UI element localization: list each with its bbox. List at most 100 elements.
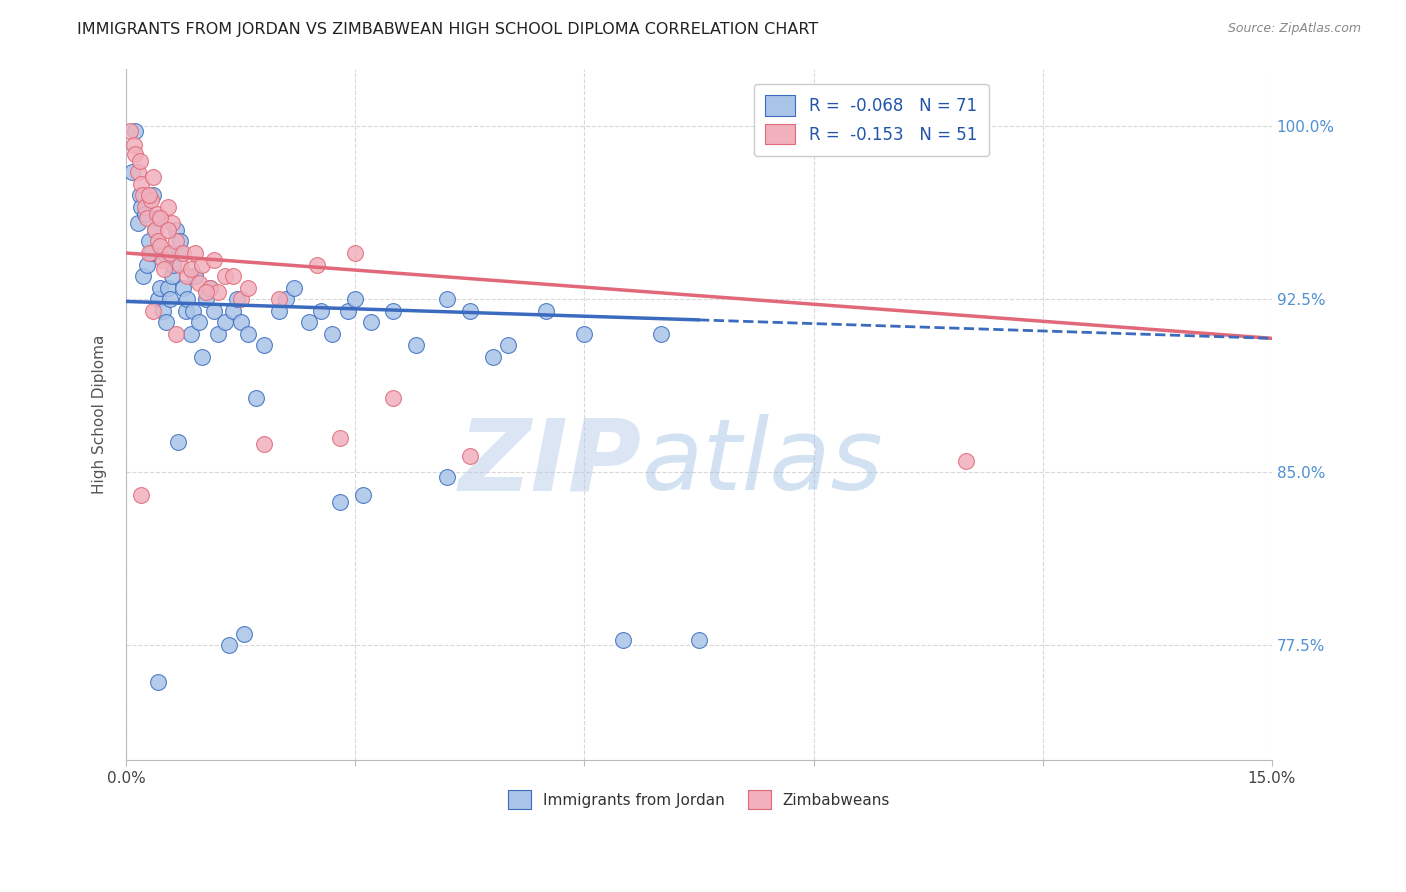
Point [222,269,245,284]
Point [118,124,141,138]
Point [145,207,167,221]
Point [229,315,252,329]
Point [174,303,197,318]
Point [139,246,162,260]
Point [382,303,405,318]
Point [142,169,165,184]
Point [152,252,174,267]
Y-axis label: High School Diploma: High School Diploma [93,334,107,494]
Point [172,246,194,260]
Point [214,269,236,284]
Text: Source: ZipAtlas.com: Source: ZipAtlas.com [1227,22,1361,36]
Point [131,200,153,214]
Point [138,235,160,249]
Text: ZIP: ZIP [458,415,641,511]
Point [157,200,180,214]
Point [321,326,343,341]
Point [121,165,143,179]
Point [329,495,352,509]
Point [360,315,382,329]
Point [136,258,159,272]
Point [132,269,155,284]
Point [138,246,160,260]
Point [222,303,245,318]
Point [612,633,634,648]
Point [134,207,156,221]
Point [187,315,209,329]
Point [298,315,321,329]
Point [159,246,181,260]
Point [165,223,187,237]
Point [336,303,359,318]
Point [138,188,160,202]
Point [481,350,503,364]
Point [170,246,193,260]
Point [458,303,481,318]
Point [145,211,167,226]
Point [276,292,298,306]
Text: atlas: atlas [641,415,883,511]
Point [283,280,305,294]
Point [159,292,181,306]
Point [153,262,176,277]
Legend: Immigrants from Jordan, Zimbabweans: Immigrants from Jordan, Zimbabweans [502,784,896,815]
Point [207,285,229,300]
Point [131,488,153,502]
Point [267,303,290,318]
Point [218,638,240,652]
Point [176,269,198,284]
Point [195,292,218,306]
Point [149,239,172,253]
Point [146,292,169,306]
Point [202,303,225,318]
Text: IMMIGRANTS FROM JORDAN VS ZIMBABWEAN HIGH SCHOOL DIPLOMA CORRELATION CHART: IMMIGRANTS FROM JORDAN VS ZIMBABWEAN HIG… [77,22,818,37]
Point [344,246,367,260]
Point [131,177,153,191]
Point [143,223,166,237]
Point [134,200,156,214]
Point [153,246,176,260]
Point [344,292,367,306]
Point [309,303,332,318]
Point [169,258,191,272]
Point [252,338,274,352]
Point [436,469,458,483]
Point [146,235,169,249]
Point [157,280,180,294]
Point [458,449,481,463]
Point [152,303,174,318]
Point [172,280,194,294]
Point [252,437,274,451]
Point [329,430,352,444]
Point [139,193,162,207]
Point [165,235,187,249]
Point [169,235,191,249]
Point [157,223,180,237]
Point [238,326,260,341]
Point [181,303,204,318]
Point [198,280,221,294]
Point [143,223,166,237]
Point [688,633,710,648]
Point [207,326,229,341]
Point [167,435,190,450]
Point [202,252,225,267]
Point [180,262,202,277]
Point [180,326,202,341]
Point [214,315,236,329]
Point [160,269,183,284]
Point [225,292,247,306]
Point [195,285,218,300]
Point [496,338,519,352]
Point [122,137,145,152]
Point [305,258,328,272]
Point [245,392,267,406]
Point [162,258,184,272]
Point [127,216,149,230]
Point [146,675,169,690]
Point [160,216,183,230]
Point [128,153,150,168]
Point [176,292,198,306]
Point [436,292,458,306]
Point [187,276,209,290]
